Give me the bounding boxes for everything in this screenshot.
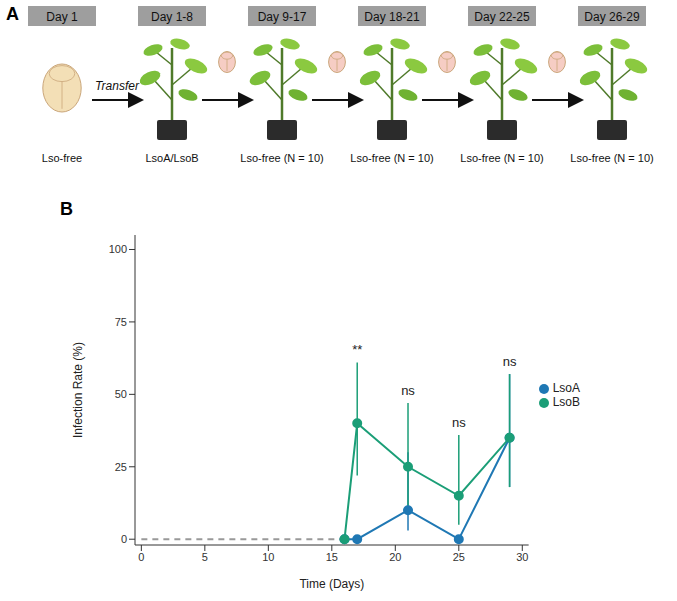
svg-text:Day 18-21: Day 18-21 [364,10,420,24]
html-text:LsoB: LsoB [552,395,580,409]
html-text:Lso-free (N = 10): Lso-free (N = 10) [240,152,324,164]
svg-text:Infection Rate (%): Infection Rate (%) [71,342,85,438]
svg-text:Day 1-8: Day 1-8 [151,10,193,24]
svg-text:5: 5 [202,551,208,563]
html-text:Lso-free (N = 10): Lso-free (N = 10) [460,152,544,164]
svg-text:0: 0 [138,551,144,563]
svg-text:ns: ns [503,354,517,369]
svg-text:ns: ns [401,383,415,398]
svg-text:Transfer: Transfer [95,79,140,93]
svg-text:Day 9-17: Day 9-17 [258,10,307,24]
html-text:Lso-free (N = 10): Lso-free (N = 10) [570,152,654,164]
svg-text:**: ** [352,342,362,357]
svg-text:10: 10 [262,551,274,563]
html-text:Lso-free: Lso-free [41,152,83,164]
svg-text:75: 75 [115,316,127,328]
svg-text:15: 15 [326,551,338,563]
html-text:Lso-free (N = 10): Lso-free (N = 10) [350,152,434,164]
html-text:A: A [6,4,19,24]
svg-text:50: 50 [115,388,127,400]
html-text:B: B [60,199,73,219]
svg-text:20: 20 [389,551,401,563]
svg-text:25: 25 [115,461,127,473]
html-text:LsoA: LsoA [552,381,580,395]
svg-text:30: 30 [516,551,528,563]
svg-text:Time (Days): Time (Days) [299,577,364,591]
svg-text:Day 1: Day 1 [46,10,78,24]
svg-text:0: 0 [121,533,127,545]
html-text:LsoA/LsoB: LsoA/LsoB [145,152,199,164]
svg-text:Day 26-29: Day 26-29 [584,10,640,24]
svg-text:Day 22-25: Day 22-25 [474,10,530,24]
svg-text:ns: ns [452,415,466,430]
svg-text:100: 100 [109,243,127,255]
svg-text:25: 25 [453,551,465,563]
